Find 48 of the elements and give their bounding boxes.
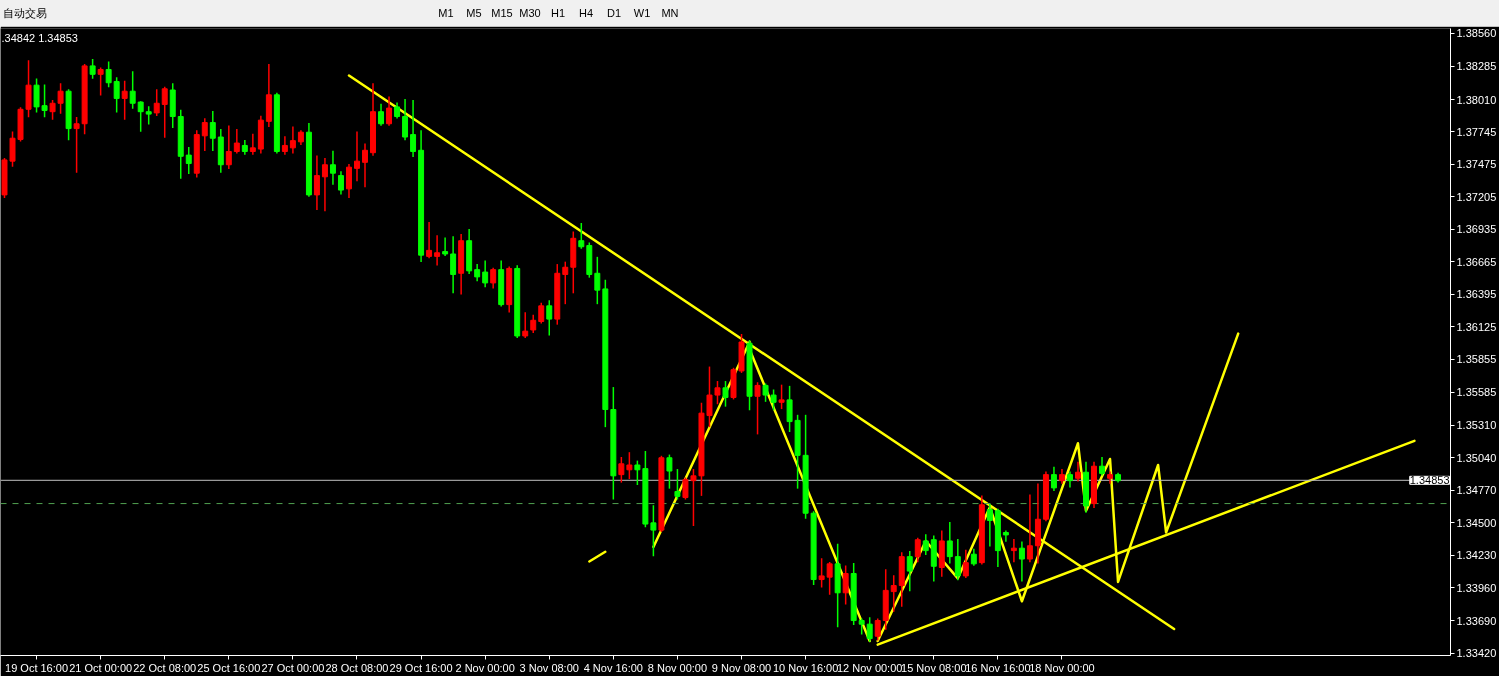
y-tick-label: 1.35585 [1456, 386, 1497, 399]
y-tick-label: 1.35040 [1456, 451, 1497, 464]
y-tick-label: 1.37205 [1456, 190, 1497, 203]
chart-title: .34842 1.34853 [1, 31, 78, 44]
x-tick-label: 25 Oct 16:00 [197, 661, 261, 674]
y-tick-label: 1.33690 [1456, 614, 1497, 627]
y-tick-label: 1.36665 [1456, 255, 1497, 268]
text: M15 [490, 6, 514, 21]
x-tick-label: 19 Oct 16:00 [5, 661, 69, 674]
text: 自动交易 [3, 6, 48, 21]
text: H1 [549, 6, 567, 21]
y-tick-label: 1.36395 [1456, 288, 1497, 301]
text: M5 [465, 6, 483, 21]
y-tick-label: 1.38560 [1456, 27, 1497, 40]
x-tick-label: 27 Oct 00:00 [261, 661, 325, 674]
x-tick-label: 2 Nov 00:00 [455, 661, 515, 674]
y-tick-label: 1.38010 [1456, 93, 1497, 106]
y-tick-label: 1.33420 [1456, 647, 1497, 660]
y-tick-label: 1.34500 [1456, 516, 1497, 529]
text: W1 [632, 6, 652, 21]
text: MN [660, 6, 680, 21]
text: M30 [518, 6, 542, 21]
x-tick-label: 15 Nov 08:00 [901, 661, 967, 674]
x-tick-label: 18 Nov 00:00 [1029, 661, 1095, 674]
x-tick-label: 28 Oct 08:00 [325, 661, 389, 674]
x-tick-label: 9 Nov 08:00 [711, 661, 772, 674]
text: H4 [577, 6, 595, 21]
x-tick-label: 21 Oct 00:00 [69, 661, 133, 674]
x-tick-label: 29 Oct 16:00 [389, 661, 453, 674]
x-tick-label: 22 Oct 08:00 [133, 661, 197, 674]
x-tick-label: 4 Nov 16:00 [583, 661, 644, 674]
y-tick-label: 1.35310 [1456, 419, 1497, 432]
text: M1 [437, 6, 455, 21]
y-tick-label: 1.38285 [1456, 60, 1497, 73]
y-tick-label: 1.33960 [1456, 581, 1497, 594]
y-tick-label: 1.37475 [1456, 158, 1497, 171]
y-tick-label: 1.37745 [1456, 125, 1497, 138]
x-tick-label: 8 Nov 00:00 [647, 661, 708, 674]
text: D1 [605, 6, 623, 21]
y-tick-label: 1.34770 [1456, 484, 1497, 497]
y-tick-label: 1.36935 [1456, 223, 1497, 236]
x-tick-label: 10 Nov 16:00 [772, 661, 839, 674]
x-tick-label: 16 Nov 16:00 [965, 661, 1031, 674]
y-tick-label: 1.34230 [1456, 549, 1497, 562]
y-tick-label: 1.35855 [1456, 353, 1497, 366]
x-tick-label: 3 Nov 08:00 [519, 661, 579, 674]
ref-line-label: 1.34853 [1409, 474, 1450, 487]
y-tick-label: 1.36125 [1456, 320, 1497, 333]
